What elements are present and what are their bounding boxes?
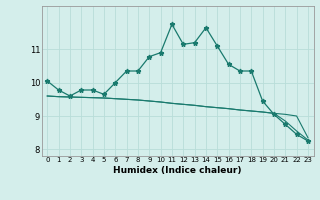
X-axis label: Humidex (Indice chaleur): Humidex (Indice chaleur)	[113, 166, 242, 175]
